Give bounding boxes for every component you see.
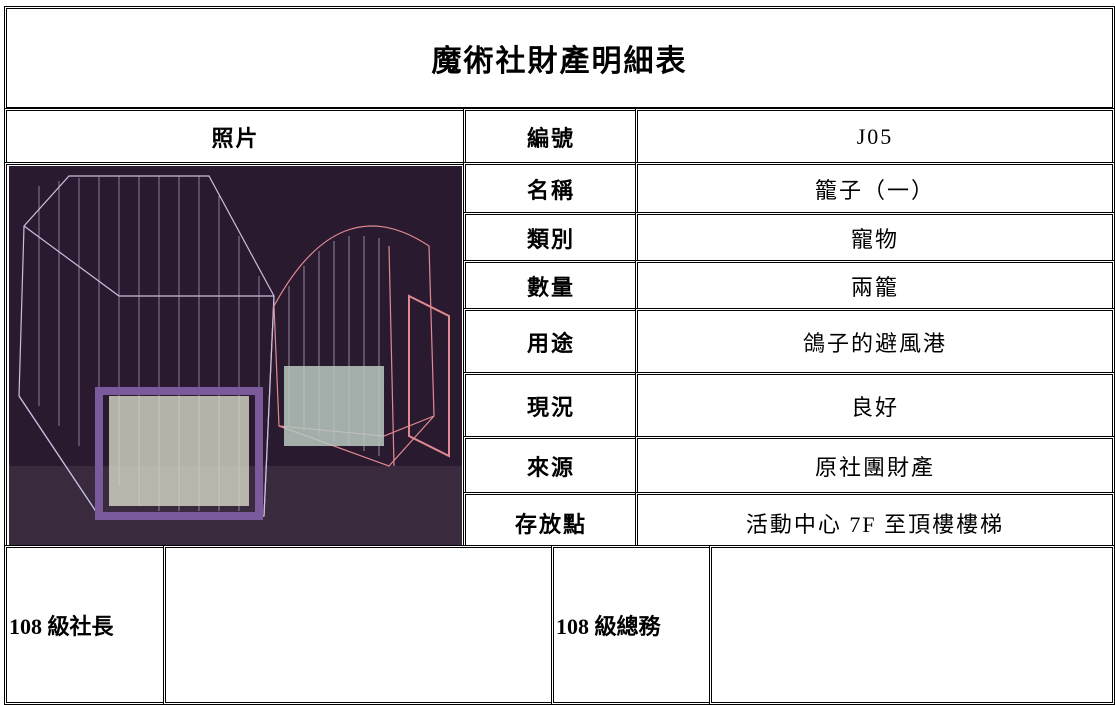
row-label: 類別 (463, 212, 639, 264)
row-label: 名稱 (463, 162, 639, 216)
row-value: 籠子（一） (635, 162, 1115, 216)
signature-box (163, 545, 555, 705)
signature-box (709, 545, 1115, 705)
photo-cell (4, 162, 467, 550)
photo (9, 166, 462, 546)
row-label: 數量 (463, 260, 639, 312)
signature-label: 108 級總務 (551, 545, 713, 705)
row-value: 寵物 (635, 212, 1115, 264)
photo-header: 照片 (4, 108, 467, 166)
signature-label: 108 級社長 (4, 545, 167, 705)
row-value: 鴿子的避風港 (635, 308, 1115, 376)
row-label: 來源 (463, 436, 639, 496)
row-label: 現況 (463, 372, 639, 440)
table-title: 魔術社財產明細表 (4, 6, 1115, 110)
id-label: 編號 (463, 108, 639, 166)
id-value: J05 (635, 108, 1115, 166)
row-value: 兩籠 (635, 260, 1115, 312)
row-label: 用途 (463, 308, 639, 376)
row-label: 存放點 (463, 492, 639, 553)
row-value: 活動中心 7F 至頂樓樓梯 (635, 492, 1115, 553)
row-value: 良好 (635, 372, 1115, 440)
row-value: 原社團財產 (635, 436, 1115, 496)
